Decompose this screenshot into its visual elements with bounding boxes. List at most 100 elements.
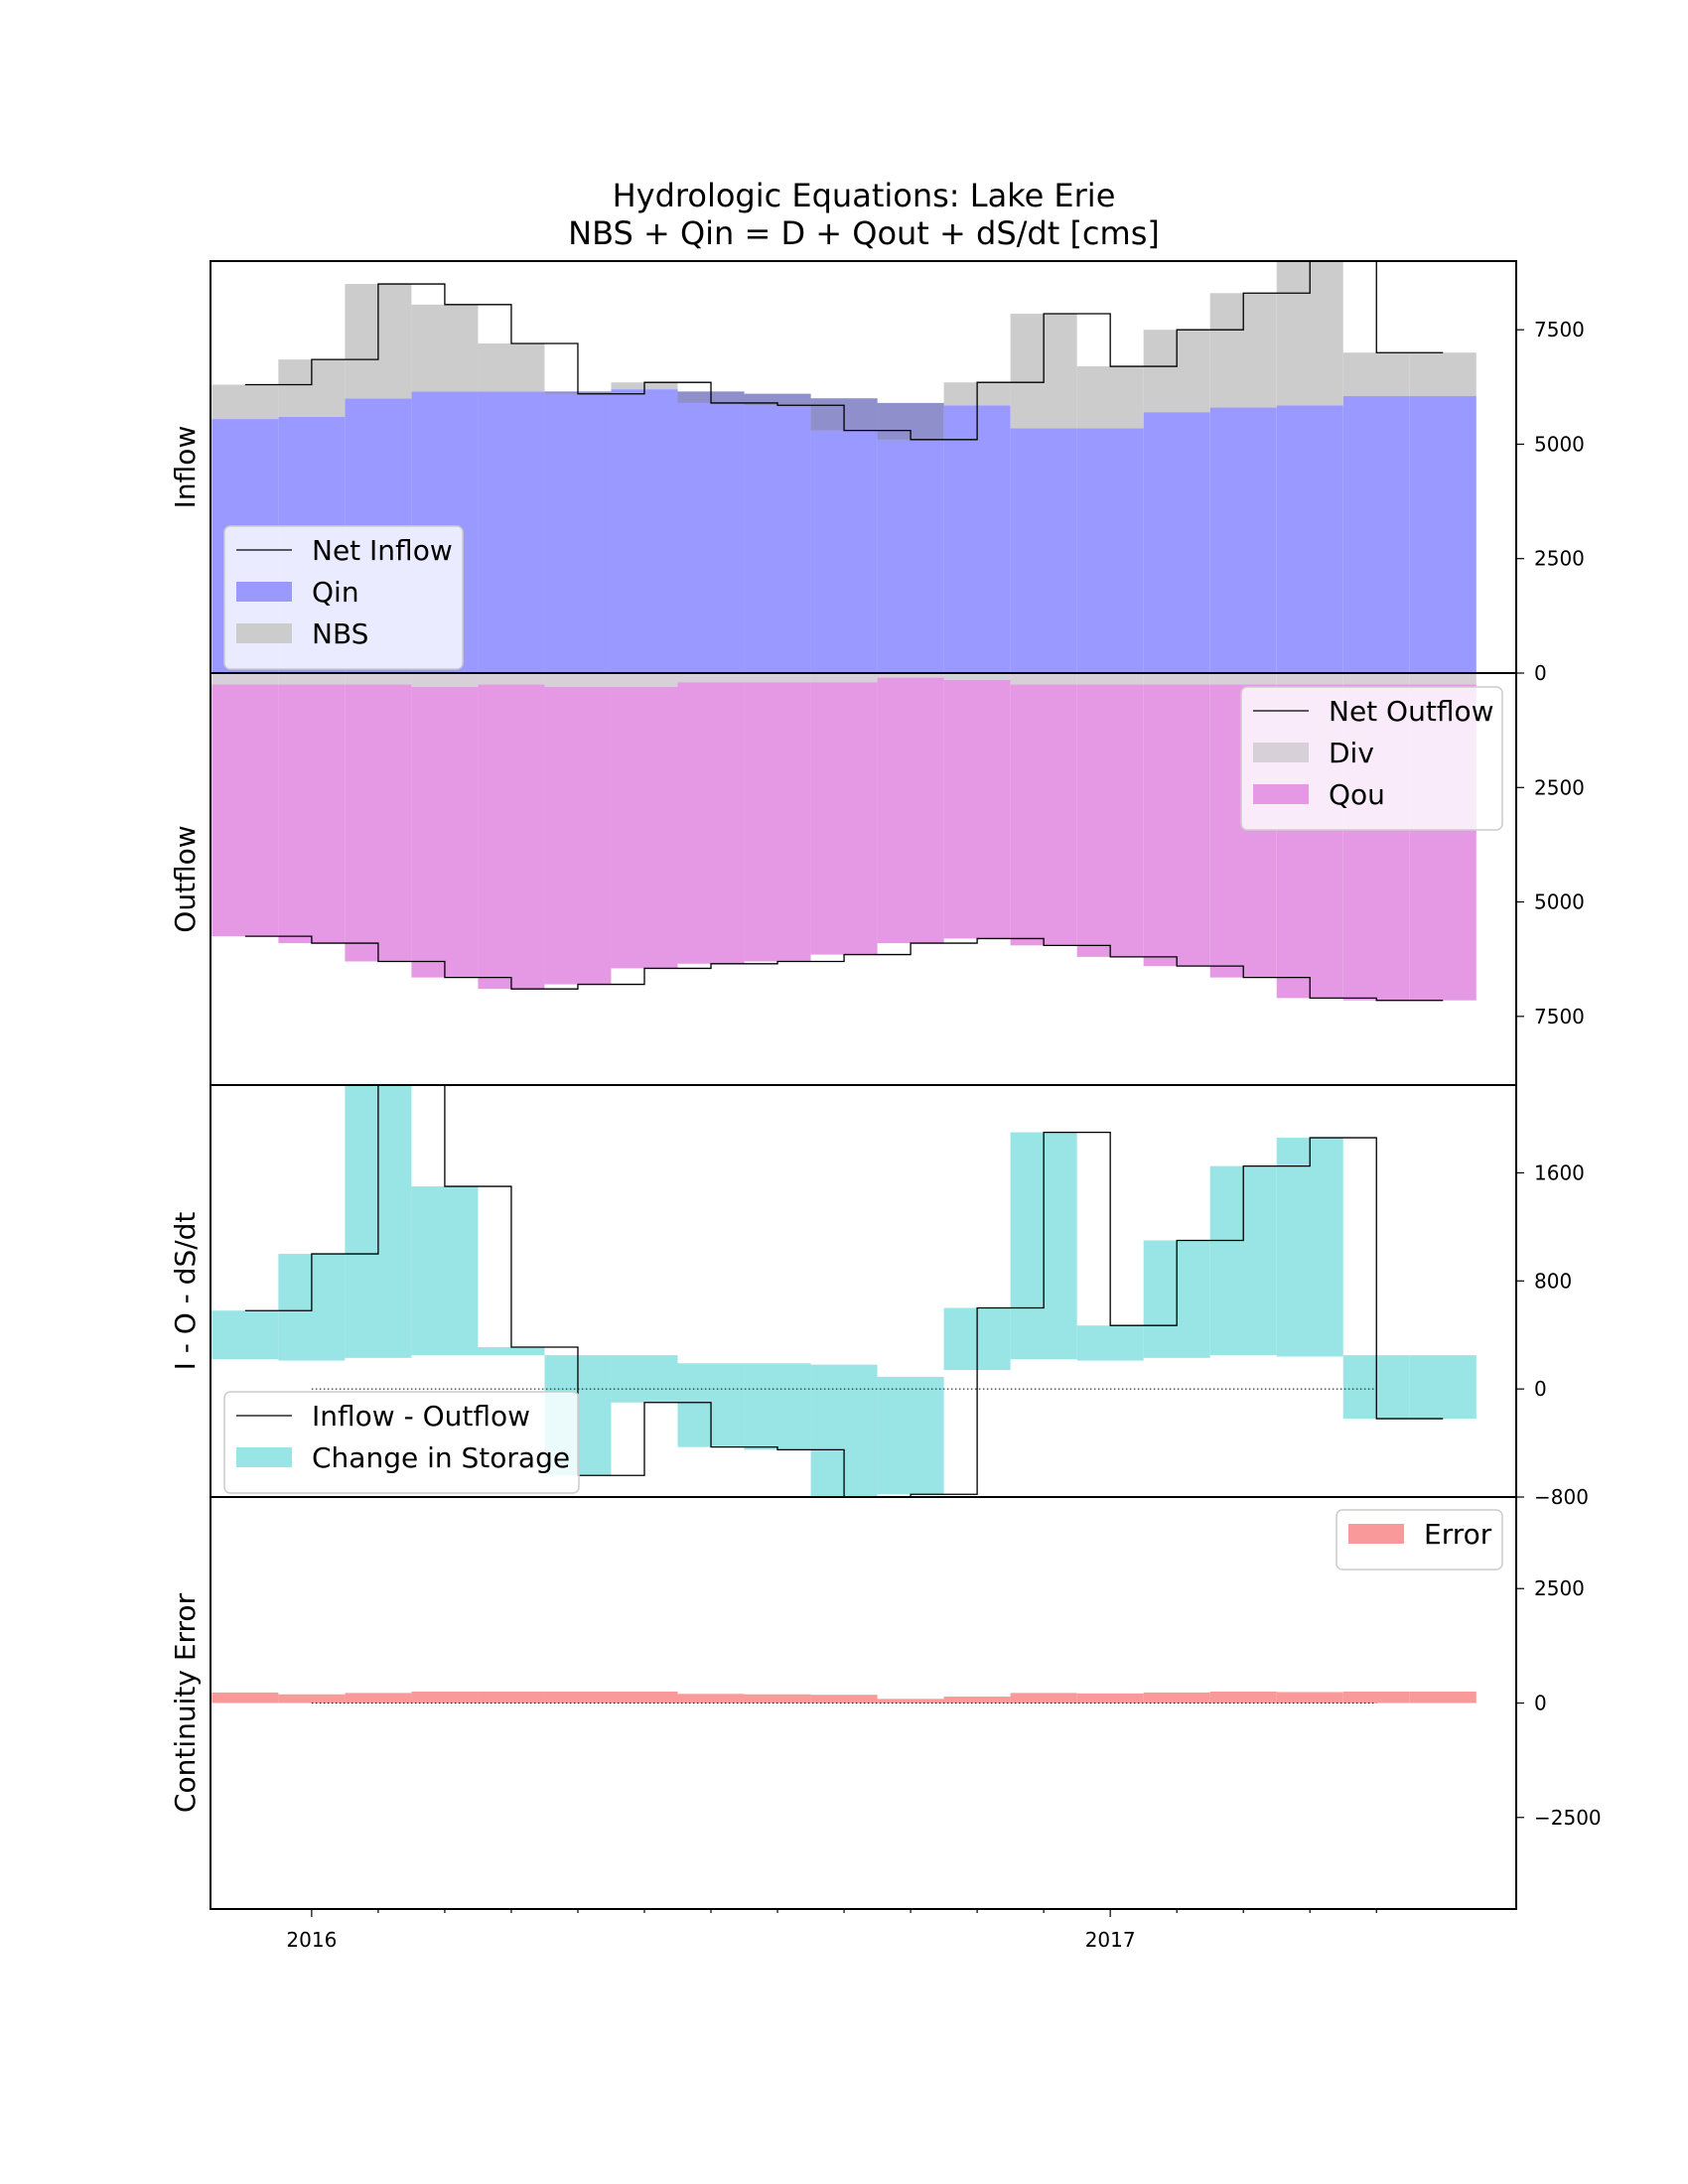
y-tick-label-0-5000: 5000: [1534, 432, 1585, 456]
bar-nbs-18: [1409, 352, 1477, 397]
bar-change-in-storage-6: [611, 1355, 678, 1403]
y-tick-label-1-2500: 2500: [1534, 775, 1585, 799]
y-tick-label-1-7500: 7500: [1534, 1005, 1585, 1028]
bar-div-10: [877, 673, 944, 678]
bar-div-9: [810, 673, 878, 683]
bar-div-18: [1409, 673, 1477, 685]
y-tick-label-0-7500: 7500: [1534, 318, 1585, 341]
bar-qou-14: [1143, 684, 1210, 967]
bar-qin-11: [943, 405, 1011, 673]
bar-div-2: [345, 673, 412, 685]
bar-nbs-4: [478, 343, 545, 392]
bar-error-7: [677, 1694, 745, 1704]
y-tick-label-2--800: −800: [1534, 1485, 1589, 1509]
bar-change-in-storage-3: [411, 1186, 479, 1356]
bar-qin-8: [744, 393, 811, 673]
bar-qin-9: [810, 398, 878, 673]
y-axis-label-2: I - O - dS/dt: [169, 1212, 202, 1371]
y-tick-label-0-2500: 2500: [1534, 547, 1585, 571]
bar-div-13: [1076, 673, 1144, 685]
bar-error-10: [877, 1699, 944, 1704]
bar-error-6: [611, 1691, 678, 1704]
bar-div-0: [211, 673, 279, 685]
bar-div-12: [1010, 673, 1077, 685]
bar-qou-2: [345, 684, 412, 962]
chart-title: Hydrologic Equations: Lake Erie: [613, 177, 1116, 214]
bar-error-4: [478, 1691, 545, 1704]
bar-change-in-storage-13: [1076, 1325, 1144, 1361]
bar-error-9: [810, 1695, 878, 1704]
y-tick-label-3-2500: 2500: [1534, 1576, 1585, 1600]
bar-qou-4: [478, 684, 545, 990]
bar-nbs-0: [211, 384, 279, 420]
panel-2-plot: [211, 1085, 1477, 1497]
legend-label-3-0: Error: [1424, 1518, 1492, 1551]
y-axis-label-1: Outflow: [169, 825, 202, 932]
bar-qin-10: [877, 402, 944, 673]
legend-swatch-0-2: [236, 623, 292, 643]
chart-subtitle: NBS + Qin = D + Qout + dS/dt [cms]: [568, 214, 1160, 252]
bar-qin-18: [1409, 396, 1477, 673]
bar-qou-1: [278, 684, 346, 944]
panel-0-plot: [211, 261, 1477, 673]
legend-swatch-1-1: [1253, 743, 1309, 762]
panels-group: 0 2500 5000 7500 Inflow Net Inflow Qin NBS 2500 5…: [169, 260, 1602, 1910]
y-tick-label-2-0: 0: [1534, 1377, 1547, 1401]
bar-error-11: [943, 1697, 1011, 1704]
bar-error-2: [345, 1693, 412, 1704]
bar-qin-14: [1143, 412, 1210, 673]
bar-qin-15: [1209, 407, 1277, 673]
bar-qin-16: [1276, 405, 1343, 673]
bar-qou-0: [211, 684, 279, 937]
bar-qou-11: [943, 679, 1011, 939]
y-tick-label-2-800: 800: [1534, 1269, 1572, 1293]
x-tick-label-2017: 2017: [1085, 1928, 1136, 1952]
bar-qou-10: [877, 677, 944, 944]
bar-error-18: [1409, 1691, 1477, 1704]
bar-qin-7: [677, 391, 745, 673]
x-axis: 2016 2017: [286, 1909, 1377, 1952]
legend-label-1-1: Div: [1329, 737, 1374, 769]
bar-qou-13: [1076, 684, 1144, 957]
y-tick-label-3-0: 0: [1534, 1692, 1547, 1715]
series-line-net-outflow: [244, 935, 1444, 1002]
bar-nbs-13: [1076, 366, 1144, 429]
bar-qin-12: [1010, 428, 1077, 673]
bar-div-16: [1276, 673, 1343, 685]
bar-div-7: [677, 673, 745, 683]
bar-qou-9: [810, 682, 878, 955]
bar-div-14: [1143, 673, 1210, 685]
bar-error-5: [544, 1691, 612, 1704]
y-axis-label-3: Continuity Error: [169, 1592, 202, 1813]
legend-2: [223, 1391, 580, 1494]
bar-change-in-storage-10: [877, 1376, 944, 1495]
bar-nbs-17: [1342, 352, 1410, 397]
bar-div-1: [278, 673, 346, 685]
bar-nbs-3: [411, 304, 479, 392]
bar-div-5: [544, 673, 612, 687]
bar-qin-6: [611, 389, 678, 673]
bar-error-3: [411, 1691, 479, 1704]
legend-label-0-2: NBS: [312, 617, 368, 650]
bar-error-1: [278, 1694, 346, 1704]
bar-qou-3: [411, 686, 479, 978]
bar-qou-12: [1010, 684, 1077, 946]
bar-div-17: [1342, 673, 1410, 685]
legend-label-2-0: Inflow - Outflow: [312, 1400, 530, 1433]
legend-label-0-1: Qin: [312, 576, 359, 609]
bar-overlap-8: [744, 393, 811, 406]
series-line-inflow-outflow: [244, 1085, 1444, 1497]
bar-div-8: [744, 673, 811, 683]
series-line-net-inflow: [244, 261, 1444, 441]
bar-error-13: [1076, 1693, 1144, 1704]
y-tick-label-1-5000: 5000: [1534, 890, 1585, 914]
bar-change-in-storage-4: [478, 1346, 545, 1356]
bar-change-in-storage-16: [1276, 1138, 1343, 1357]
legend-swatch-2-1: [236, 1447, 292, 1467]
legend-label-1-0: Net Outflow: [1329, 695, 1493, 728]
bar-div-11: [943, 673, 1011, 680]
bar-change-in-storage-18: [1409, 1355, 1477, 1420]
bar-error-17: [1342, 1691, 1410, 1704]
bar-error-0: [211, 1692, 279, 1704]
